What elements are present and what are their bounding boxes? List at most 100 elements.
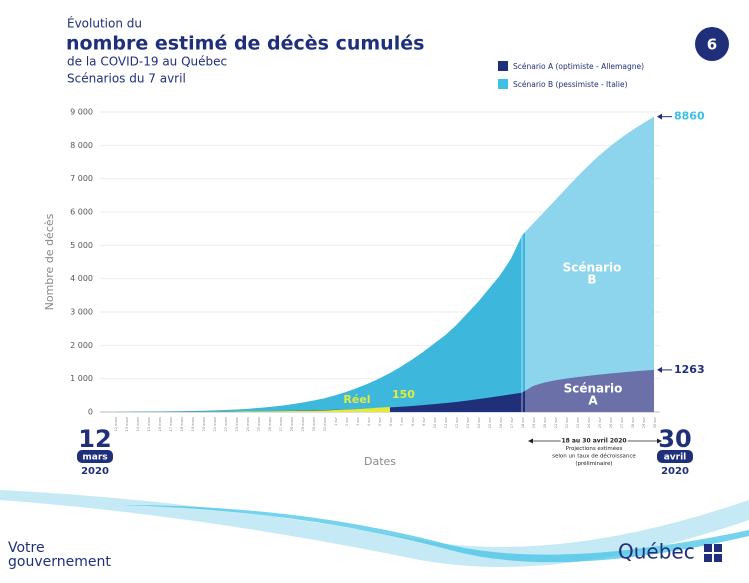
y-tick-label: 2 000 <box>70 341 93 350</box>
x-tick-label: 14 avr <box>477 416 481 428</box>
legend-swatch <box>498 61 508 71</box>
x-tick-label: 2 avr <box>345 416 349 426</box>
x-tick-label: 26 avr <box>609 416 613 428</box>
x-tick-label: 16 avr <box>499 416 503 428</box>
x-tick-label: 12 avr <box>455 416 459 428</box>
x-tick-label: 15 avr <box>488 416 492 428</box>
x-tick-label: 12 mars <box>114 417 118 432</box>
x-tick-label: 24 avr <box>587 416 591 428</box>
x-tick-label: 26 mars <box>268 417 272 432</box>
y-axis-label: Nombre de décès <box>43 213 56 310</box>
date-year: 2020 <box>661 466 689 477</box>
projection-note: 18 au 30 avril 2020 <box>561 438 626 445</box>
x-tick-label: 14 mars <box>136 417 140 432</box>
series-label: Réel <box>343 393 370 406</box>
arrow-head <box>657 366 662 373</box>
x-tick-label: 1 avr <box>334 416 338 426</box>
x-tick-label: 22 avr <box>565 416 569 428</box>
x-tick-label: 18 mars <box>180 417 184 432</box>
x-tick-label: 15 mars <box>147 417 151 432</box>
value-label: 150 <box>392 388 415 401</box>
x-tick-label: 21 avr <box>554 416 558 428</box>
y-tick-label: 0 <box>88 408 93 417</box>
x-tick-label: 20 avr <box>543 416 547 428</box>
x-tick-label: 16 mars <box>158 417 162 432</box>
x-tick-label: 20 mars <box>202 417 206 432</box>
area-label: Scénario <box>564 382 623 396</box>
x-tick-label: 4 avr <box>367 416 371 426</box>
y-tick-label: 9 000 <box>70 108 93 117</box>
legend-swatch <box>498 79 508 89</box>
x-tick-label: 3 avr <box>356 416 360 426</box>
date-badge <box>77 450 113 463</box>
pretitle: Évolution du <box>67 16 142 31</box>
date-badge <box>657 450 693 463</box>
y-tick-label: 1 000 <box>70 374 93 383</box>
x-tick-label: 28 avr <box>631 416 635 428</box>
area <box>115 407 390 412</box>
x-tick-label: 18 avr <box>521 416 525 428</box>
x-tick-label: 23 mars <box>235 417 239 432</box>
area <box>115 232 525 412</box>
x-axis-label: Dates <box>364 455 396 468</box>
legend-label: Scénario B (pessimiste - Italie) <box>513 80 628 89</box>
title: nombre estimé de décès cumulés <box>66 33 424 55</box>
date: Scénarios du 7 avril <box>67 72 186 86</box>
arrow-head <box>657 113 662 120</box>
date-month: mars <box>82 453 107 463</box>
projection-note: (préliminaire) <box>575 460 612 467</box>
y-tick-label: 3 000 <box>70 308 93 317</box>
y-tick-label: 5 000 <box>70 241 93 250</box>
x-tick-label: 7 avr <box>400 416 404 426</box>
x-tick-label: 31 mars <box>323 417 327 432</box>
x-tick-label: 29 mars <box>301 417 305 432</box>
wave <box>0 490 749 567</box>
x-tick-label: 29 avr <box>642 416 646 428</box>
x-tick-label: 17 avr <box>510 416 514 428</box>
y-tick-label: 4 000 <box>70 274 93 283</box>
area-label: A <box>588 394 598 408</box>
x-tick-label: 6 avr <box>389 416 393 426</box>
footer-right: Québec <box>618 540 695 564</box>
x-tick-label: 13 mars <box>125 417 129 432</box>
footer-left: gouvernement <box>8 554 111 570</box>
x-tick-label: 21 mars <box>213 417 217 432</box>
value-label: 8860 <box>674 110 705 123</box>
x-tick-label: 5 avr <box>378 416 382 426</box>
x-tick-label: 17 mars <box>169 417 173 432</box>
x-tick-label: 30 avr <box>653 416 657 428</box>
chart: 0 1 000 2 000 3 000 4 000 5 000 6 000 7 000 8 00… <box>43 61 705 477</box>
x-tick-label: 27 avr <box>620 416 624 428</box>
x-tick-label: 23 avr <box>576 416 580 428</box>
y-tick-label: 7 000 <box>70 174 93 183</box>
date-month: avril <box>664 453 687 463</box>
x-tick-label: 24 mars <box>246 417 250 432</box>
date-day: 12 <box>78 425 111 453</box>
y-tick-label: 8 000 <box>70 141 93 150</box>
area <box>115 390 525 412</box>
x-tick-label: 25 mars <box>257 417 261 432</box>
area-projection <box>525 369 654 412</box>
area-label: Scénario <box>563 261 622 275</box>
area-label: B <box>587 273 596 287</box>
flag <box>704 544 722 562</box>
x-tick-label: 11 avr <box>444 416 448 428</box>
date-day: 30 <box>658 425 691 453</box>
area-projection <box>525 116 654 412</box>
date-year: 2020 <box>81 466 109 477</box>
projection-note: Projections estimées <box>566 445 623 452</box>
x-tick-label: 19 mars <box>191 417 195 432</box>
x-tick-label: 30 mars <box>312 417 316 432</box>
projection-note: selon un taux de décroissance <box>552 453 636 460</box>
value-label: 1263 <box>674 363 705 376</box>
subtitle: de la COVID-19 au Québec <box>67 55 227 69</box>
x-tick-label: 22 mars <box>224 417 228 432</box>
x-tick-label: 27 mars <box>279 417 283 432</box>
page-number: 6 <box>707 36 717 54</box>
x-tick-label: 28 mars <box>290 417 294 432</box>
footer-left: Votre <box>8 540 45 556</box>
x-tick-label: 19 avr <box>532 416 536 428</box>
y-tick-label: 6 000 <box>70 208 93 217</box>
legend-label: Scénario A (optimiste - Allemagne) <box>513 62 644 71</box>
